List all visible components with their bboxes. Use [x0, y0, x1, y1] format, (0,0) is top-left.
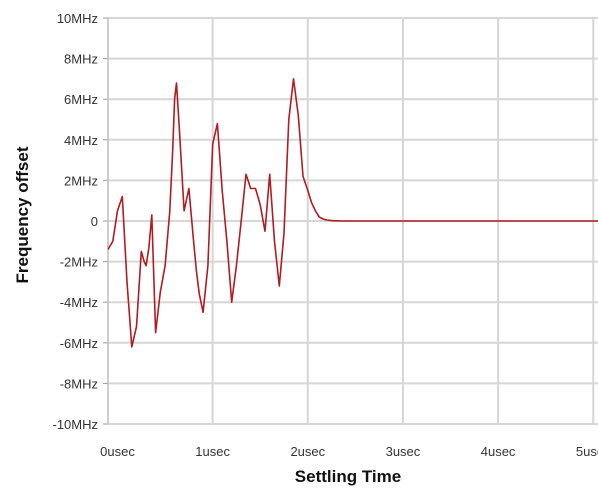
y-tick-label: 2MHz: [64, 173, 98, 188]
x-axis-title: Settling Time: [295, 467, 401, 486]
y-tick-label: 6MHz: [64, 92, 98, 107]
y-tick-label: 8MHz: [64, 52, 98, 67]
y-tick-label: -2MHz: [60, 255, 98, 270]
y-tick-label: -10MHz: [52, 417, 98, 432]
x-tick-label: 0usec: [100, 444, 135, 459]
x-tick-label: 4usec: [481, 444, 516, 459]
x-tick-label: 3usec: [386, 444, 421, 459]
x-tick-label: 2usec: [290, 444, 325, 459]
series-group: [107, 78, 598, 348]
y-tick-label: -8MHz: [60, 376, 98, 391]
y-tick-label: 0: [91, 214, 98, 229]
x-tick-labels: 0usec 1usec 2usec 3usec 4usec 5usec: [100, 444, 598, 459]
x-tick-label: 1usec: [195, 444, 230, 459]
y-tick-label: 10MHz: [57, 11, 98, 26]
y-tick-labels: 10MHz 8MHz 6MHz 4MHz 2MHz 0 -2MHz -4MHz -6MHz -8M…: [52, 11, 98, 432]
x-tick-label: 5usec: [576, 444, 598, 459]
series-line: [107, 78, 598, 348]
y-tick-label: -6MHz: [60, 336, 98, 351]
y-tick-label: -4MHz: [60, 295, 98, 310]
y-tick-label: 4MHz: [64, 133, 98, 148]
y-axis-title: Frequency offset: [13, 146, 32, 283]
